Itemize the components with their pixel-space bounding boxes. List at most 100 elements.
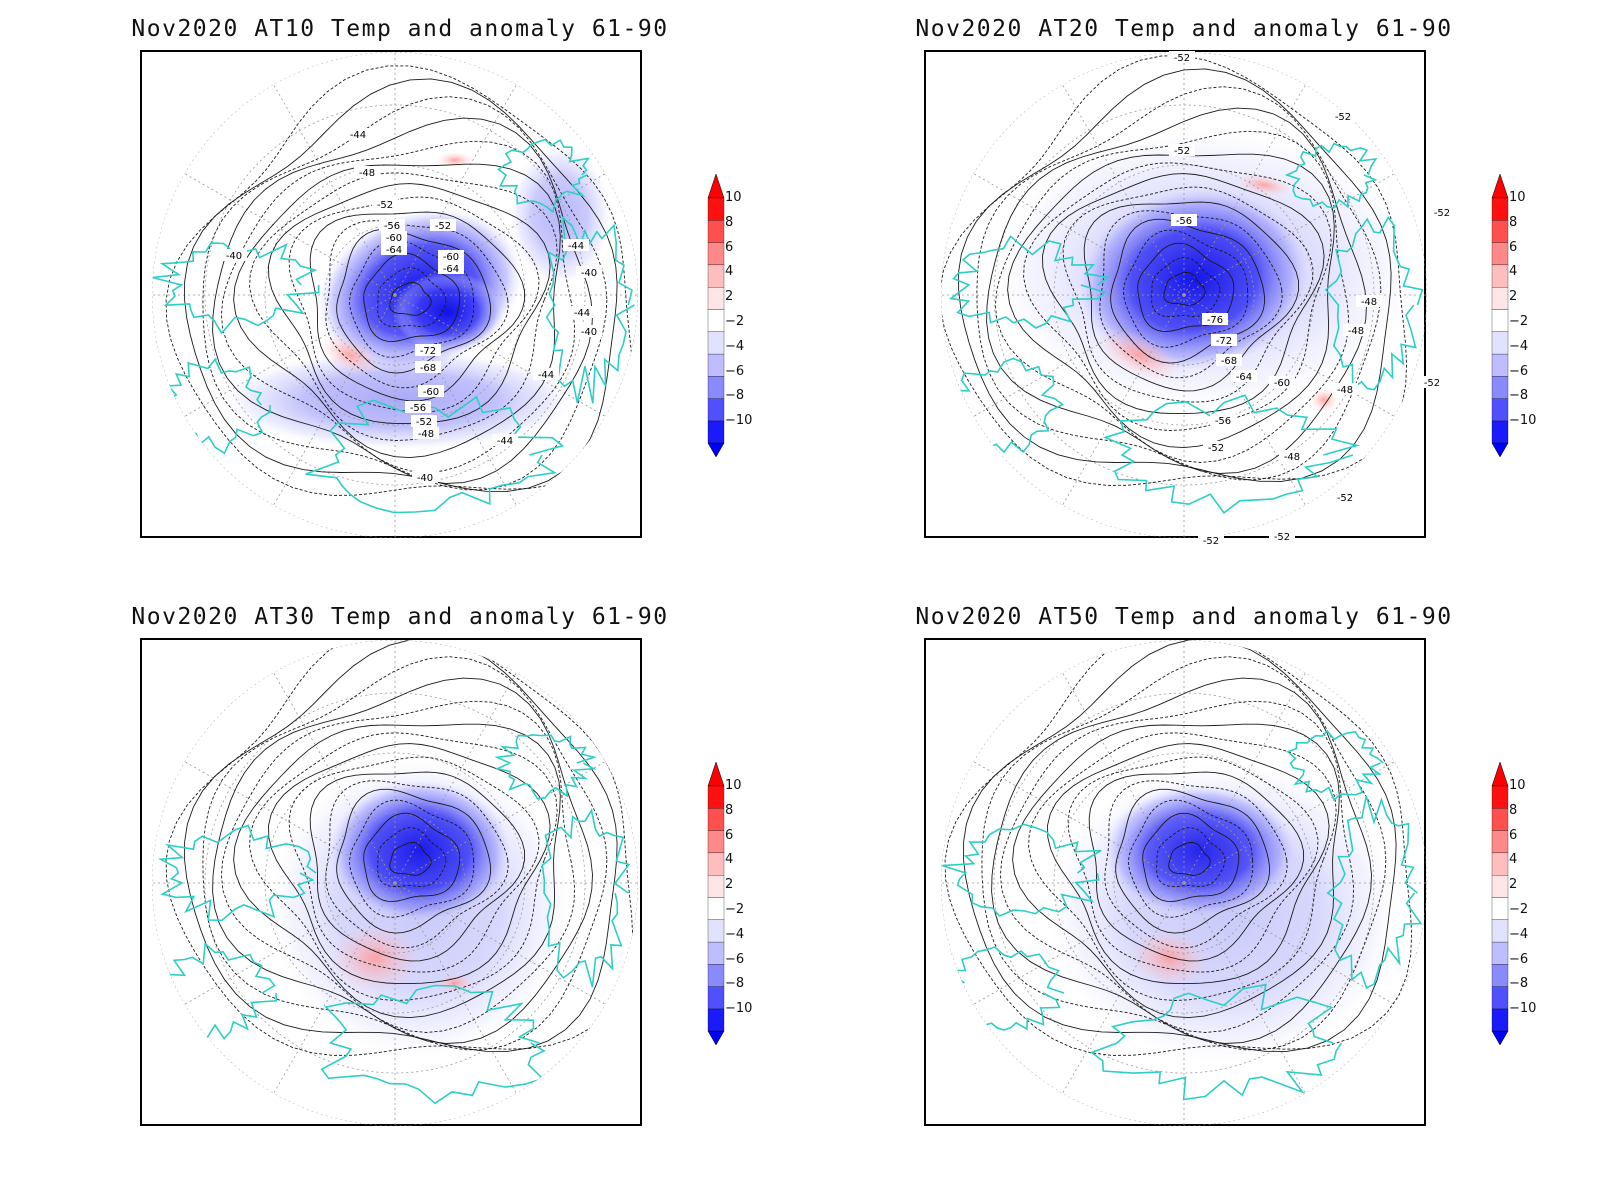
colorbar-swatch <box>1491 941 1509 965</box>
colorbar-tick-label: −4 <box>1509 926 1529 942</box>
colorbar-swatch <box>707 897 725 920</box>
contour-label: -52 <box>1434 208 1450 219</box>
colorbar-swatch <box>1491 287 1509 310</box>
contour-label-bg <box>438 250 464 262</box>
temperature-contour <box>1163 272 1206 306</box>
colorbar-tick-label: −6 <box>1509 363 1529 379</box>
colorbar-tick-label: −8 <box>725 388 745 404</box>
contour-label: -72 <box>1216 336 1232 347</box>
temperature-contour <box>1062 186 1314 403</box>
colorbar-swatch <box>1491 852 1509 876</box>
colorbar-swatch <box>1491 986 1509 1010</box>
map-field <box>941 52 1427 538</box>
temperature-contour <box>981 656 1387 1051</box>
meridian <box>273 84 396 296</box>
contour-label: -52 <box>1424 378 1440 389</box>
temperature-contour <box>944 640 1413 1056</box>
temperature-contour <box>309 211 526 402</box>
contour-label-bg <box>569 306 595 318</box>
temperature-contour <box>336 228 491 374</box>
panel-title: Nov2020 AT10 Temp and anomaly 61-90 <box>131 16 669 42</box>
meridian <box>1062 294 1185 506</box>
contour-label-bg <box>1210 414 1236 426</box>
coastline <box>320 984 546 1105</box>
coastline <box>157 824 317 922</box>
colorbar-swatch <box>1491 264 1509 288</box>
panel-at10: Nov2020 AT10 Temp and anomaly 61-90 -44 -… <box>0 0 800 600</box>
colorbar-swatch <box>707 264 725 288</box>
contour-label: -64 <box>1236 372 1252 383</box>
temperature-contour <box>1156 827 1226 888</box>
warm-anomaly <box>320 335 380 375</box>
warm-anomaly <box>1310 388 1338 412</box>
meridian <box>394 882 517 1094</box>
contour-label-bg <box>1330 110 1356 122</box>
meridian <box>1183 294 1306 506</box>
contour-label-bg <box>576 266 602 278</box>
colorbar-swatch <box>707 830 725 854</box>
colorbar: 10 8 6 4 2 −2 −4 −6 −8 −10 <box>1490 172 1550 457</box>
coastline <box>305 395 565 514</box>
temperature-contour <box>325 220 509 389</box>
contour-label-bg <box>1231 370 1257 382</box>
temperature-contour <box>268 743 551 985</box>
contour-label-bg <box>1211 334 1237 346</box>
contour-label-bg <box>372 198 398 210</box>
colorbar-swatch <box>707 808 725 831</box>
colorbar-top-arrow <box>707 173 725 199</box>
temperature-contour <box>220 700 575 1033</box>
colorbar-swatch <box>1491 353 1509 377</box>
colorbar-swatch <box>707 1008 725 1032</box>
contour-label-bg <box>1356 295 1382 307</box>
contour-label: -60 <box>423 387 439 398</box>
colorbar-tick-label: 4 <box>1509 852 1518 868</box>
temperature-contour <box>249 732 558 1001</box>
cold-anomaly <box>1049 763 1399 1063</box>
contour-label-bg <box>1419 376 1445 388</box>
coastline <box>1286 729 1384 802</box>
colorbar-swatch <box>707 331 725 355</box>
temperature-contour <box>233 163 561 459</box>
coastline <box>1284 142 1378 209</box>
temperature-contour <box>1088 771 1305 962</box>
colorbar-tick-label: 10 <box>1509 778 1526 793</box>
coastline <box>1090 983 1343 1101</box>
contour-label-bg <box>563 239 589 251</box>
contour-label: -48 <box>1361 297 1377 308</box>
temperature-contour <box>1042 173 1325 415</box>
temperature-contour <box>249 172 558 441</box>
contour-label: -52 <box>1203 536 1219 547</box>
temperature-contour <box>202 96 608 491</box>
colorbar-scale <box>707 173 725 457</box>
contour-label: -52 <box>1274 532 1290 543</box>
temperature-contour <box>1099 210 1283 379</box>
contour-label-bg <box>576 325 602 337</box>
contour-label: -48 <box>359 168 375 179</box>
colorbar-tick-label: −10 <box>1509 413 1537 429</box>
contour-label-bg <box>1332 491 1358 503</box>
meridian <box>973 761 1185 884</box>
colorbar-swatch <box>707 242 725 266</box>
coastline <box>494 733 598 800</box>
coastline <box>545 215 635 404</box>
colorbar-tick-label: −10 <box>725 413 753 429</box>
contour-label-bg <box>1269 376 1295 388</box>
contour-label: -68 <box>1221 356 1237 367</box>
colorbar-tick-label: −2 <box>725 902 745 917</box>
contour-label-bg <box>1198 534 1224 546</box>
colorbar-swatch <box>707 398 725 422</box>
contour-label: -52 <box>1337 493 1353 504</box>
contour-label: -40 <box>581 268 597 279</box>
contour-label: -64 <box>443 264 459 275</box>
colorbar-swatch <box>707 785 725 809</box>
colorbar-swatch <box>1491 420 1509 444</box>
contour-label-bg <box>412 471 438 483</box>
contour-label-bg <box>345 128 371 140</box>
temperature-contour <box>349 239 475 358</box>
meridian <box>394 761 606 884</box>
colorbar-swatch <box>1491 398 1509 422</box>
contour-label: -60 <box>1274 378 1290 389</box>
meridian <box>1183 672 1306 884</box>
contour-label: -60 <box>386 233 402 244</box>
meridian <box>1183 173 1395 296</box>
